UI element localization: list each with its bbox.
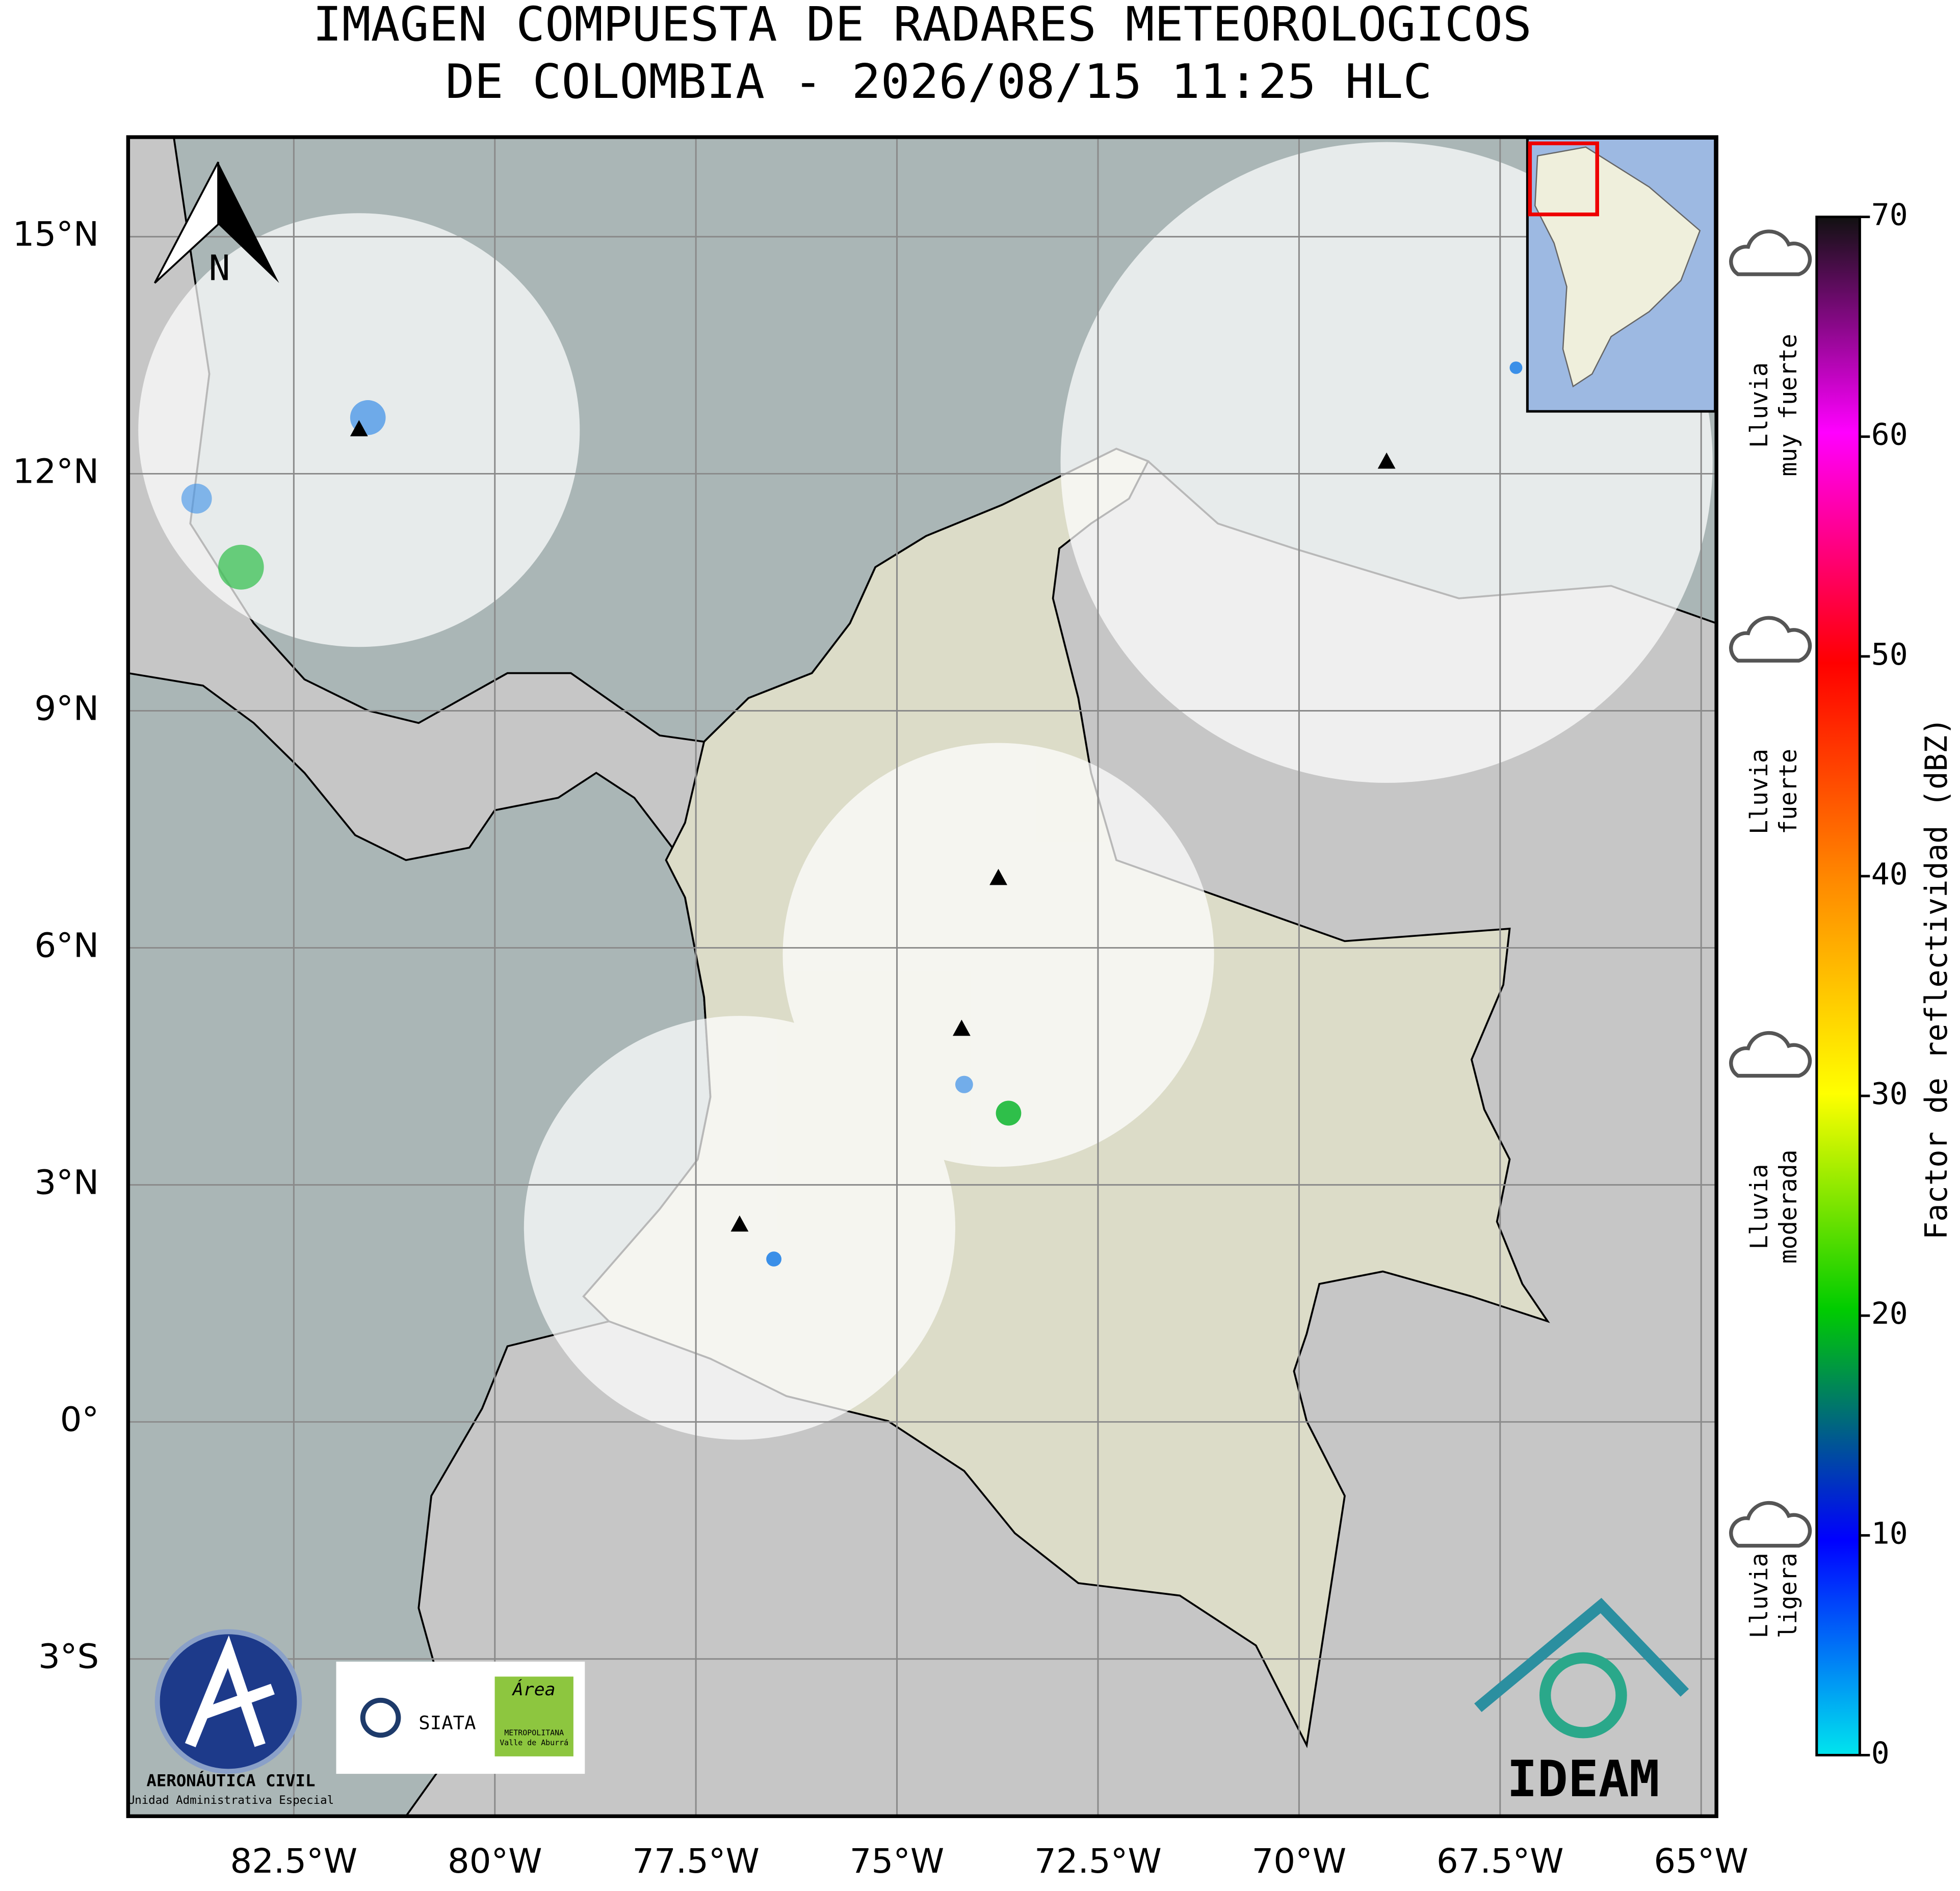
siata-area-logo: SIATA Área METROPOLITANA Valle de Aburrá xyxy=(336,1662,585,1774)
y-tick-label: 6°N xyxy=(35,926,99,965)
colorbar-tick-label: 10 xyxy=(1871,1516,1908,1551)
y-tick-label: 3°N xyxy=(35,1163,99,1202)
cloud-icon xyxy=(1729,1501,1812,1548)
aerocivil-logo: AERONÁUTICA CIVIL Unidad Administrativa … xyxy=(128,1629,334,1807)
logo-text: IDEAM xyxy=(1507,1750,1660,1808)
colorbar-tick-label: 20 xyxy=(1871,1296,1908,1331)
title-line: IMAGEN COMPUESTA DE RADARES METEOROLOGIC… xyxy=(313,0,1532,52)
rain-level-label: moderada xyxy=(1774,1149,1802,1264)
logo-text: METROPOLITANA xyxy=(504,1728,564,1737)
colorbar-tick-label: 0 xyxy=(1871,1736,1890,1770)
x-tick-label: 82.5°W xyxy=(230,1842,358,1881)
title-line: DE COLOMBIA - 2026/08/15 11:25 HLC xyxy=(446,55,1432,110)
map-frame xyxy=(126,135,1718,1818)
y-tick-label: 0° xyxy=(60,1400,99,1439)
rain-level-label: Lluvia xyxy=(1745,749,1773,834)
cloud-icon xyxy=(1729,229,1812,276)
grid xyxy=(128,137,1717,1817)
x-tick-label: 70°W xyxy=(1252,1842,1347,1881)
rain-level-label: fuerte xyxy=(1774,749,1802,834)
y-tick-label: 12°N xyxy=(13,452,99,491)
colorbar-tick-label: 30 xyxy=(1871,1076,1908,1111)
y-tick-label: 15°N xyxy=(13,215,99,254)
map: N AERONÁUTICA CIVIL Unidad Administrativ… xyxy=(128,137,1717,1817)
logo-text: Área xyxy=(512,1679,556,1700)
rain-level-label: Lluvia xyxy=(1745,1164,1773,1249)
colorbar-tick-label: 60 xyxy=(1871,417,1908,452)
north-label: N xyxy=(209,248,230,288)
x-tick-label: 75°W xyxy=(850,1842,945,1881)
inset-map xyxy=(1526,137,1717,413)
colorbar-tick-label: 40 xyxy=(1871,856,1908,891)
colorbar xyxy=(1815,216,1861,1756)
rain-level-label: Lluvia xyxy=(1745,362,1773,448)
x-tick-label: 67.5°W xyxy=(1436,1842,1564,1881)
logo-text: SIATA xyxy=(419,1712,476,1734)
cloud-icon xyxy=(1729,1031,1812,1078)
cloud-icon xyxy=(1729,616,1812,663)
rain-level-label: muy fuerte xyxy=(1774,334,1802,477)
y-tick-label: 9°N xyxy=(35,689,99,728)
radar-sites xyxy=(350,420,1396,1232)
x-tick-label: 72.5°W xyxy=(1034,1842,1162,1881)
x-tick-label: 65°W xyxy=(1654,1842,1748,1881)
logo-text: Valle de Aburrá xyxy=(500,1739,568,1747)
rain-level-label: Lluvia xyxy=(1745,1553,1773,1638)
x-tick-label: 80°W xyxy=(448,1842,542,1881)
colorbar-label: Factor de reflectividad (dBZ) xyxy=(1918,718,1954,1240)
rain-level-label: ligera xyxy=(1774,1553,1802,1638)
logo-text: AERONÁUTICA CIVIL xyxy=(146,1771,315,1791)
ideam-logo: IDEAM xyxy=(1474,1597,1689,1808)
logo-text: Unidad Administrativa Especial xyxy=(128,1794,334,1807)
colorbar-tick-label: 70 xyxy=(1871,197,1908,232)
y-tick-label: 3°S xyxy=(38,1637,99,1676)
x-tick-label: 77.5°W xyxy=(632,1842,760,1881)
colorbar-tick-label: 50 xyxy=(1871,637,1908,671)
